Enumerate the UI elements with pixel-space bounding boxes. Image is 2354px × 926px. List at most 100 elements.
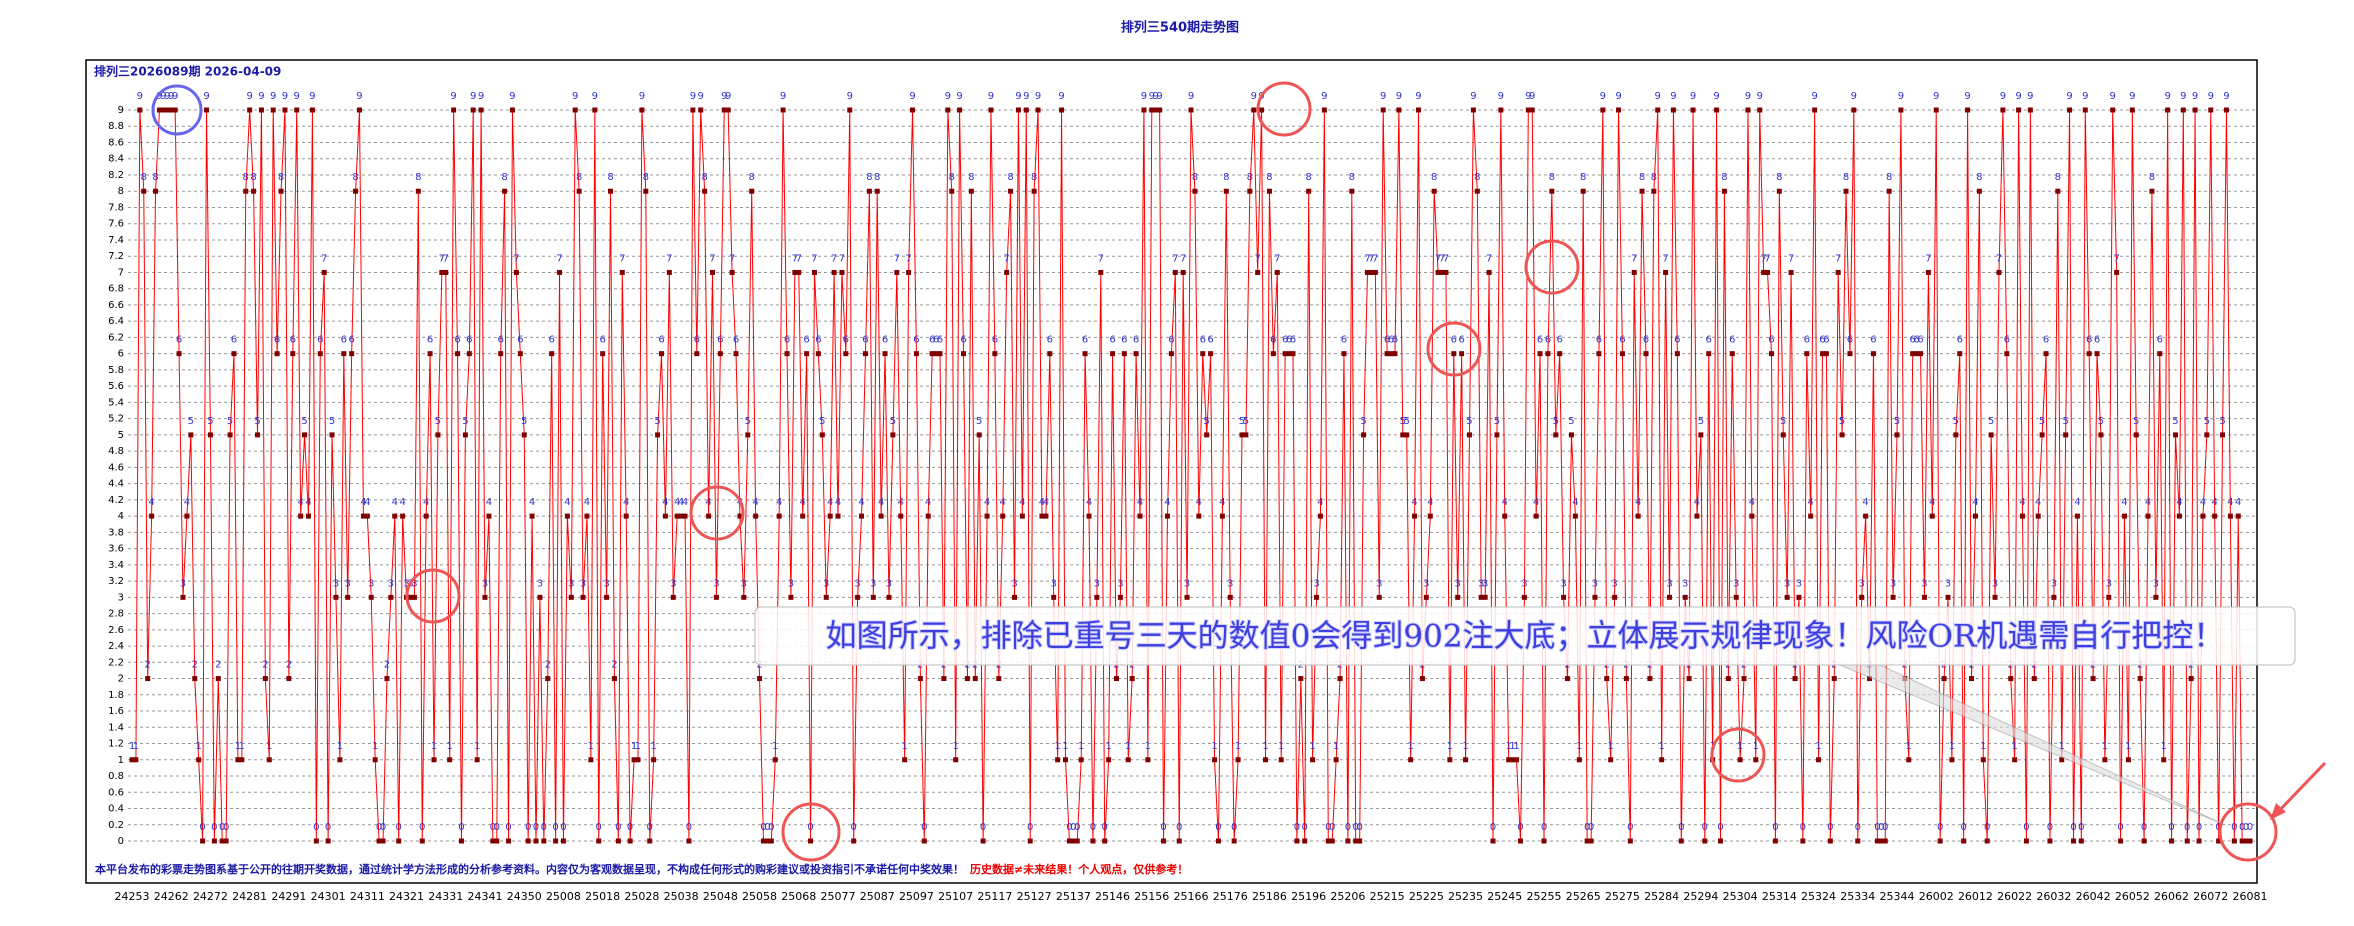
data-label: 3 xyxy=(1992,578,1998,589)
data-label: 0 xyxy=(1356,822,1362,833)
y-tick-label: 1.6 xyxy=(108,706,124,717)
data-label: 6 xyxy=(1870,335,1876,346)
point-marker xyxy=(1745,107,1751,113)
point-marker xyxy=(431,757,437,763)
point-marker xyxy=(1302,838,1308,844)
point-marker xyxy=(1266,188,1272,194)
data-label: 3 xyxy=(1521,578,1527,589)
data-label: 3 xyxy=(713,578,719,589)
x-tick-label: 25186 xyxy=(1252,890,1287,903)
point-marker xyxy=(207,432,213,438)
data-label: 9 xyxy=(1058,91,1064,102)
point-marker xyxy=(1235,757,1241,763)
data-label: 6 xyxy=(913,335,919,346)
y-tick-label: 3.6 xyxy=(108,544,124,555)
point-marker xyxy=(1125,757,1131,763)
data-label: 0 xyxy=(1090,822,1096,833)
data-label: 0 xyxy=(396,822,402,833)
point-marker xyxy=(1149,107,1155,113)
point-marker xyxy=(1255,269,1261,275)
data-label: 9 xyxy=(1851,91,1857,102)
point-marker xyxy=(1796,594,1802,600)
data-label: 1 xyxy=(1607,741,1613,752)
point-marker xyxy=(1572,513,1578,519)
data-label: 9 xyxy=(1655,91,1661,102)
point-marker xyxy=(368,594,374,600)
x-tick-label: 25068 xyxy=(781,890,816,903)
point-marker xyxy=(2051,594,2057,600)
data-label: 1 xyxy=(372,741,378,752)
point-marker xyxy=(1698,432,1704,438)
data-label: 9 xyxy=(309,91,315,102)
data-label: 7 xyxy=(321,253,327,264)
point-marker xyxy=(1161,838,1167,844)
point-marker xyxy=(1172,269,1178,275)
point-marker xyxy=(898,513,904,519)
data-label: 3 xyxy=(1423,578,1429,589)
data-label: 4 xyxy=(1427,497,1433,508)
data-label: 3 xyxy=(1117,578,1123,589)
point-marker xyxy=(443,269,449,275)
data-label: 9 xyxy=(450,91,456,102)
point-marker xyxy=(1765,269,1771,275)
point-marker xyxy=(2027,107,2033,113)
x-tick-label: 25284 xyxy=(1644,890,1679,903)
data-label: 0 xyxy=(494,822,500,833)
data-label: 4 xyxy=(1317,497,1323,508)
point-marker xyxy=(717,351,723,357)
y-tick-label: 2.2 xyxy=(108,657,124,668)
data-label: 3 xyxy=(1227,578,1233,589)
data-label: 9 xyxy=(2180,91,2186,102)
y-tick-label: 6.6 xyxy=(108,300,124,311)
point-marker xyxy=(1757,107,1763,113)
data-label: 0 xyxy=(1588,822,1594,833)
data-label: 1 xyxy=(129,741,135,752)
point-marker xyxy=(1506,757,1512,763)
data-label: 6 xyxy=(2157,335,2163,346)
data-label: 6 xyxy=(2004,335,2010,346)
data-label: 3 xyxy=(788,578,794,589)
data-label: 6 xyxy=(733,335,739,346)
point-marker xyxy=(156,107,162,113)
data-label: 6 xyxy=(1451,335,1457,346)
point-marker xyxy=(1827,838,1833,844)
data-label: 7 xyxy=(839,253,845,264)
point-marker xyxy=(255,432,261,438)
point-marker xyxy=(819,432,825,438)
data-label: 3 xyxy=(870,578,876,589)
point-marker xyxy=(2208,107,2214,113)
data-label: 8 xyxy=(152,172,158,183)
point-marker xyxy=(988,107,994,113)
y-tick-label: 1.2 xyxy=(108,739,124,750)
data-label: 5 xyxy=(1360,416,1366,427)
point-marker xyxy=(1310,757,1316,763)
data-label: 9 xyxy=(945,91,951,102)
data-label: 3 xyxy=(1611,578,1617,589)
point-marker xyxy=(608,188,614,194)
point-marker xyxy=(2169,838,2175,844)
point-marker xyxy=(784,351,790,357)
data-label: 1 xyxy=(1509,741,1515,752)
point-marker xyxy=(1008,188,1014,194)
point-marker xyxy=(219,838,225,844)
data-label: 6 xyxy=(548,335,554,346)
point-marker xyxy=(1447,757,1453,763)
data-label: 9 xyxy=(156,91,162,102)
point-marker xyxy=(2220,432,2226,438)
data-label: 9 xyxy=(2027,91,2033,102)
point-marker xyxy=(1929,513,1935,519)
point-marker xyxy=(274,351,280,357)
data-label: 5 xyxy=(2204,416,2210,427)
data-label: 1 xyxy=(2011,741,2017,752)
data-label: 3 xyxy=(2153,578,2159,589)
plot-frame xyxy=(85,59,2258,884)
point-marker xyxy=(1557,351,1563,357)
data-label: 6 xyxy=(1282,335,1288,346)
x-tick-label: 25176 xyxy=(1213,890,1248,903)
data-label: 8 xyxy=(352,172,358,183)
point-marker xyxy=(2055,188,2061,194)
data-label: 4 xyxy=(529,497,535,508)
data-label: 9 xyxy=(1713,91,1719,102)
point-marker xyxy=(866,188,872,194)
